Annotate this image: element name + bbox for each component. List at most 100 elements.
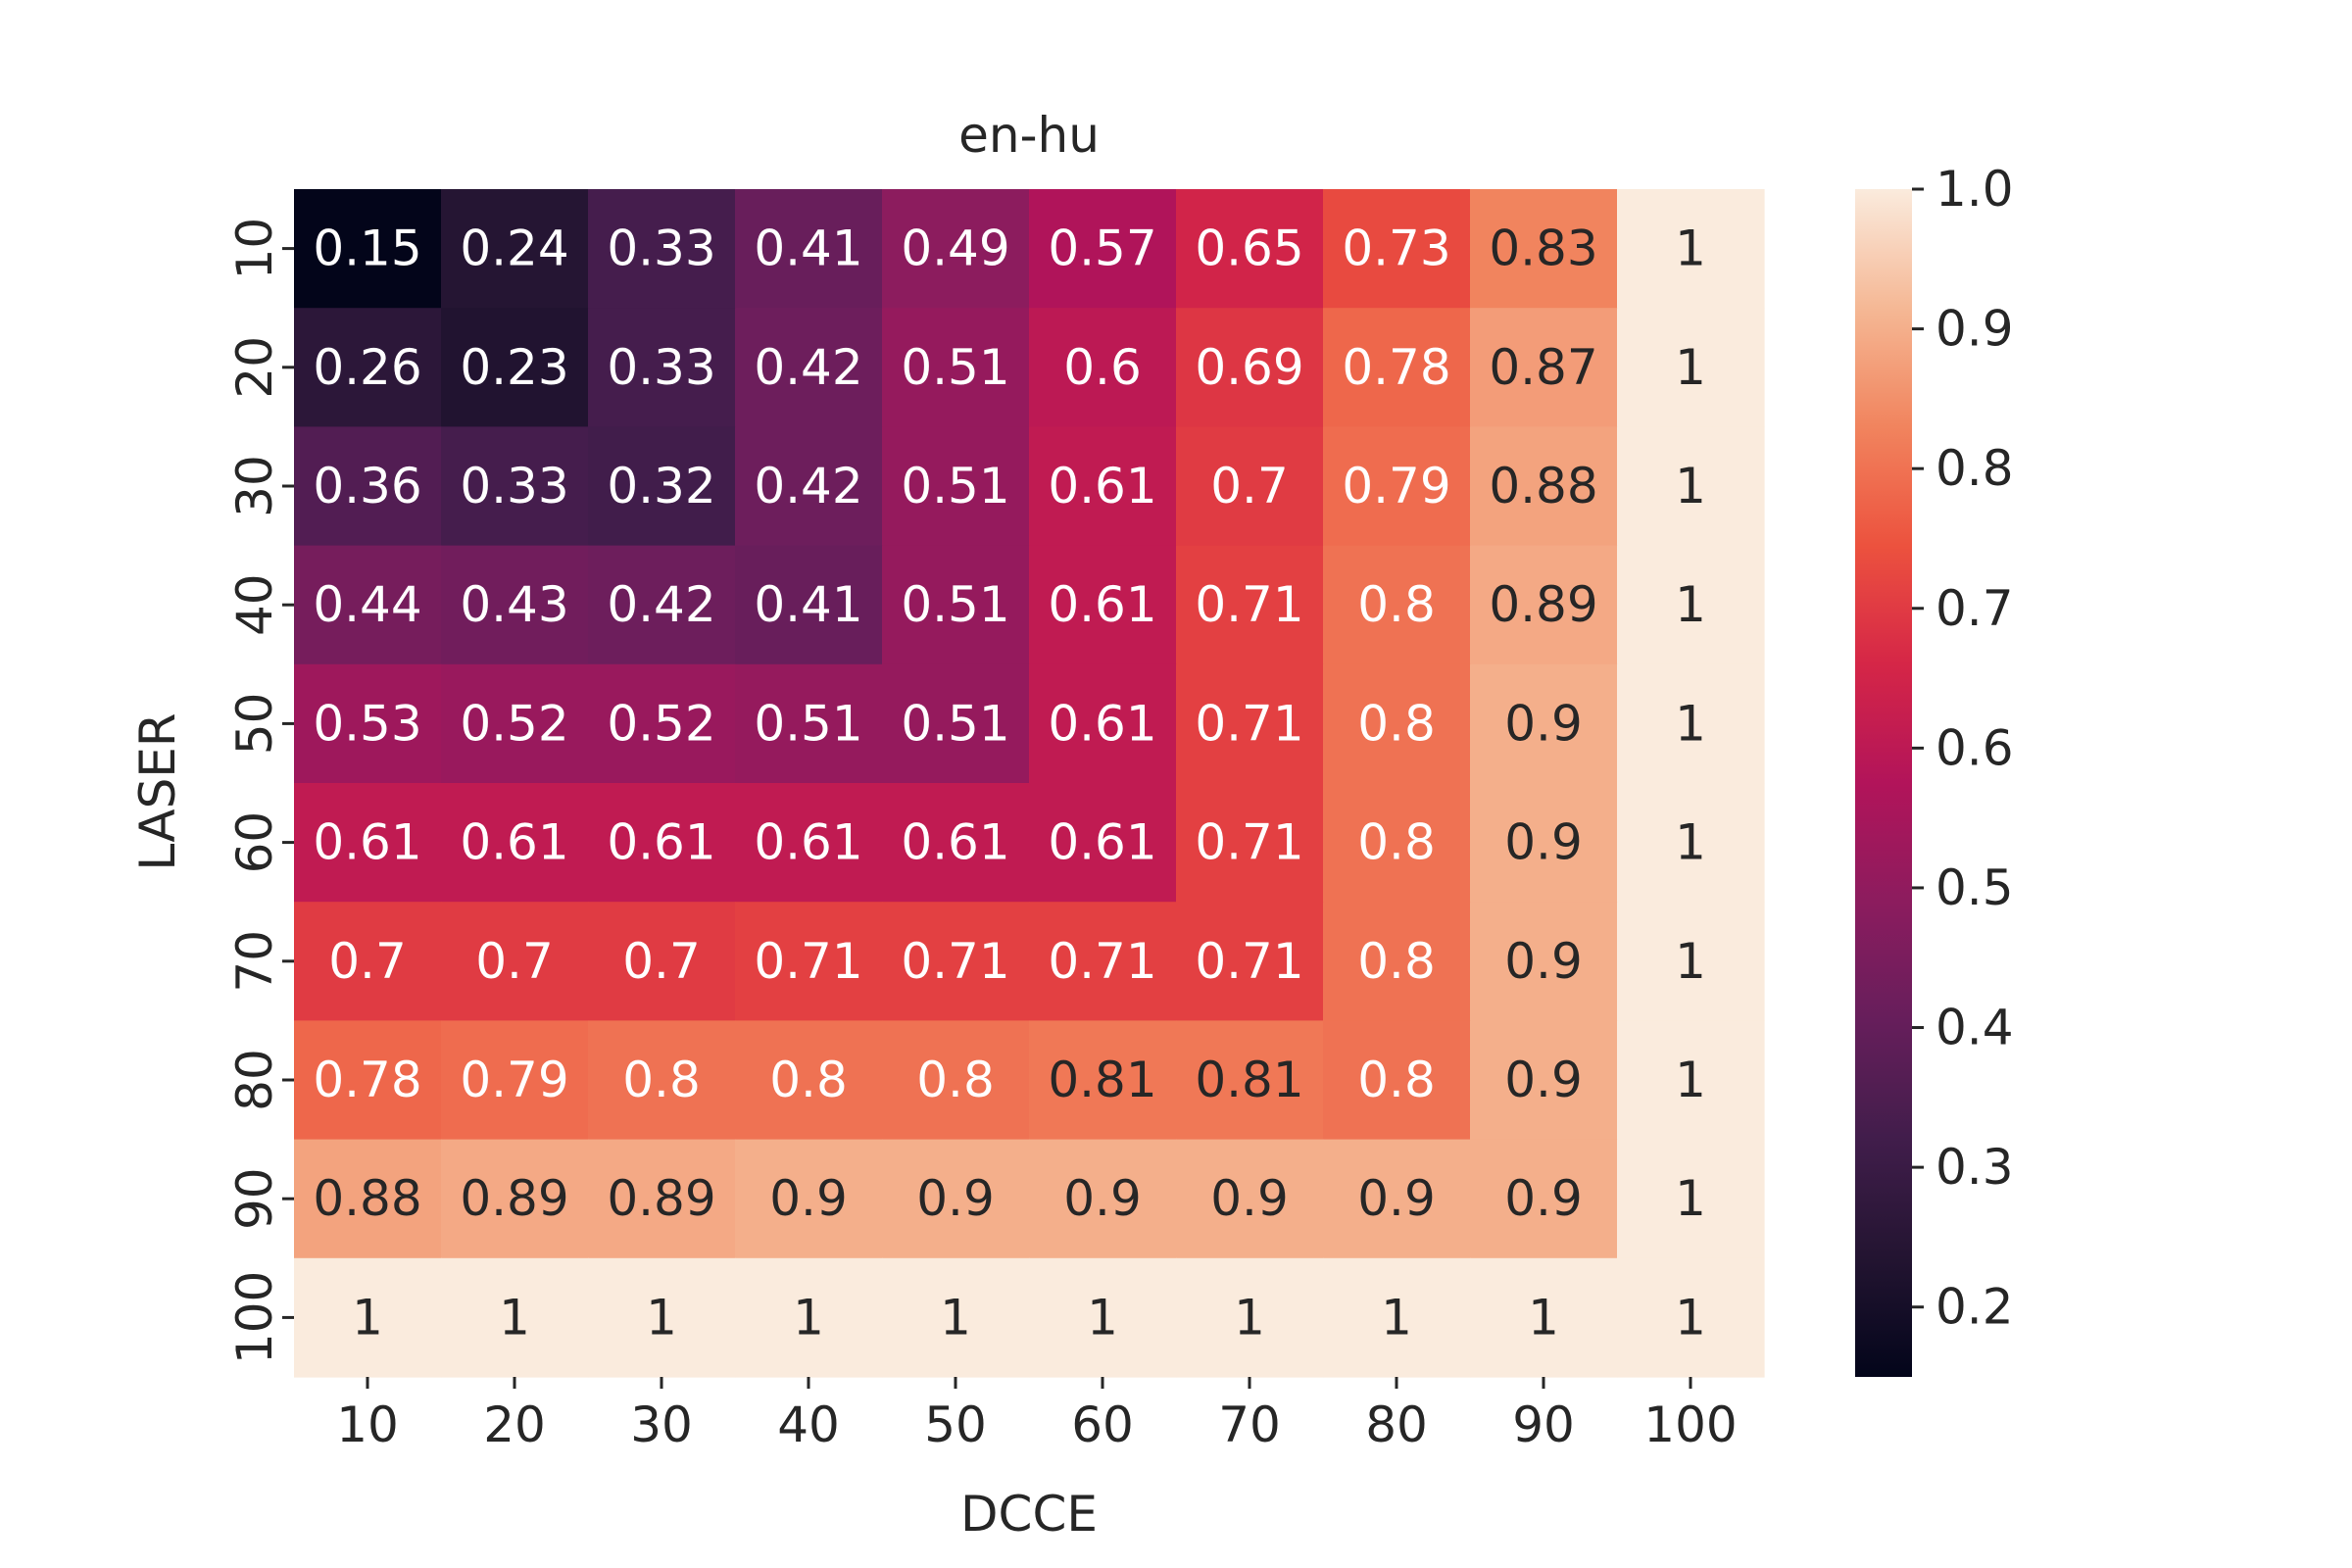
cell-value-label: 0.79 bbox=[460, 1052, 568, 1108]
heatmap-cell bbox=[882, 1139, 1030, 1259]
heatmap-cell bbox=[1029, 1020, 1177, 1141]
heatmap-cell bbox=[1470, 783, 1618, 903]
heatmap-cell bbox=[1029, 1257, 1177, 1378]
heatmap-cell bbox=[441, 545, 589, 665]
x-axis: 10 20 30 40 50 60 70 80 90 100 bbox=[336, 1377, 1738, 1453]
heatmap-cell bbox=[1470, 545, 1618, 665]
heatmap-cell bbox=[1029, 663, 1177, 784]
cell-value-label: 0.87 bbox=[1489, 339, 1597, 396]
heatmap-cell bbox=[294, 1020, 442, 1141]
heatmap-cell bbox=[1176, 783, 1324, 903]
heatmap-cell bbox=[1176, 545, 1324, 665]
cell-value-label: 0.9 bbox=[1210, 1170, 1289, 1227]
heatmap-cell bbox=[1470, 189, 1618, 309]
heatmap-cell bbox=[1176, 902, 1324, 1021]
cell-value-label: 0.89 bbox=[1489, 576, 1597, 633]
cell-value-label: 1 bbox=[1087, 1289, 1118, 1346]
cell-value-label: 1 bbox=[1528, 1289, 1559, 1346]
x-tick-label: 90 bbox=[1512, 1396, 1575, 1453]
cell-value-label: 1 bbox=[1675, 695, 1706, 752]
heatmap-cell bbox=[1323, 426, 1471, 547]
heatmap-cell bbox=[294, 426, 442, 547]
heatmap-cell bbox=[1323, 1257, 1471, 1378]
heatmap-cell bbox=[735, 308, 883, 427]
cell-value-label: 1 bbox=[1675, 220, 1706, 277]
cell-value-label: 1 bbox=[1675, 1289, 1706, 1346]
cell-value-label: 0.9 bbox=[1504, 695, 1583, 752]
cell-value-label: 0.8 bbox=[1357, 695, 1436, 752]
colorbar-ticks: 0.2 0.3 0.4 0.5 0.6 0.7 0.8 0.9 1.0 bbox=[1912, 161, 2014, 1336]
heatmap-cell bbox=[294, 902, 442, 1021]
cell-value-label: 0.32 bbox=[607, 458, 715, 514]
heatmap-cell bbox=[882, 783, 1030, 903]
cell-value-label: 0.42 bbox=[607, 576, 715, 633]
cell-value-label: 0.83 bbox=[1489, 220, 1597, 277]
colorbar-tick-label: 0.4 bbox=[1936, 1000, 2014, 1056]
cell-value-label: 0.44 bbox=[313, 576, 421, 633]
heatmap-cell bbox=[588, 308, 736, 427]
cell-value-label: 0.61 bbox=[1048, 458, 1156, 514]
heatmap-cell bbox=[588, 1139, 736, 1259]
cell-value-label: 0.9 bbox=[1357, 1170, 1436, 1227]
x-tick-label: 10 bbox=[336, 1396, 399, 1453]
colorbar bbox=[1855, 189, 1912, 1377]
colorbar-tick-label: 0.3 bbox=[1936, 1139, 2014, 1196]
cell-value-label: 0.51 bbox=[754, 695, 862, 752]
heatmap-cell bbox=[1617, 426, 1765, 547]
colorbar-tick-label: 0.6 bbox=[1936, 719, 2014, 776]
colorbar-tick-label: 0.9 bbox=[1936, 301, 2014, 358]
cell-value-label: 0.71 bbox=[1195, 695, 1303, 752]
cell-value-label: 0.81 bbox=[1195, 1052, 1303, 1108]
cell-value-label: 0.71 bbox=[1048, 933, 1156, 990]
heatmap-cell-labels: 0.15 0.24 0.33 0.41 0.49 0.57 0.65 0.73 0.83 1 0.2… bbox=[313, 220, 1706, 1347]
heatmap-cell bbox=[1029, 426, 1177, 547]
y-axis-label: LASER bbox=[129, 712, 186, 870]
cell-value-label: 0.69 bbox=[1195, 339, 1303, 396]
heatmap-cell bbox=[588, 426, 736, 547]
x-tick-label: 80 bbox=[1365, 1396, 1428, 1453]
cell-value-label: 0.61 bbox=[1048, 814, 1156, 871]
cell-value-label: 0.71 bbox=[754, 933, 862, 990]
y-tick-label: 70 bbox=[226, 930, 283, 993]
heatmap-cell bbox=[1470, 308, 1618, 427]
heatmap-cell bbox=[1029, 1139, 1177, 1259]
heatmap-cell bbox=[1470, 663, 1618, 784]
heatmap-cell bbox=[735, 663, 883, 784]
cell-value-label: 0.9 bbox=[1504, 1170, 1583, 1227]
heatmap-cell bbox=[1176, 426, 1324, 547]
cell-value-label: 0.71 bbox=[1195, 933, 1303, 990]
colorbar-tick-label: 1.0 bbox=[1936, 161, 2014, 218]
heatmap-cell bbox=[1323, 1139, 1471, 1259]
cell-value-label: 0.53 bbox=[313, 695, 421, 752]
cell-value-label: 1 bbox=[1675, 458, 1706, 514]
cell-value-label: 0.51 bbox=[901, 576, 1009, 633]
heatmap-cell bbox=[1323, 902, 1471, 1021]
heatmap-cell bbox=[1470, 1139, 1618, 1259]
y-tick-label: 100 bbox=[226, 1271, 283, 1364]
cell-value-label: 0.33 bbox=[607, 220, 715, 277]
cell-value-label: 0.9 bbox=[1504, 1052, 1583, 1108]
heatmap-cell bbox=[882, 545, 1030, 665]
heatmap-cell bbox=[882, 308, 1030, 427]
heatmap-cell bbox=[588, 783, 736, 903]
cell-value-label: 0.7 bbox=[622, 933, 701, 990]
cell-value-label: 0.71 bbox=[901, 933, 1009, 990]
heatmap-cell bbox=[735, 1139, 883, 1259]
cell-value-label: 0.8 bbox=[1357, 814, 1436, 871]
cell-value-label: 0.71 bbox=[1195, 814, 1303, 871]
heatmap-cell bbox=[1029, 902, 1177, 1021]
cell-value-label: 0.78 bbox=[1342, 339, 1450, 396]
x-tick-label: 100 bbox=[1643, 1396, 1737, 1453]
heatmap-cell bbox=[588, 902, 736, 1021]
heatmap-cell bbox=[441, 189, 589, 309]
x-tick-label: 60 bbox=[1071, 1396, 1134, 1453]
heatmap-cell bbox=[588, 189, 736, 309]
heatmap-cell bbox=[1176, 1139, 1324, 1259]
cell-value-label: 0.61 bbox=[754, 814, 862, 871]
cell-value-label: 0.15 bbox=[313, 220, 421, 277]
cell-value-label: 0.61 bbox=[901, 814, 1009, 871]
cell-value-label: 0.8 bbox=[1357, 576, 1436, 633]
colorbar-tick-label: 0.8 bbox=[1936, 440, 2014, 497]
y-tick-label: 50 bbox=[226, 693, 283, 756]
